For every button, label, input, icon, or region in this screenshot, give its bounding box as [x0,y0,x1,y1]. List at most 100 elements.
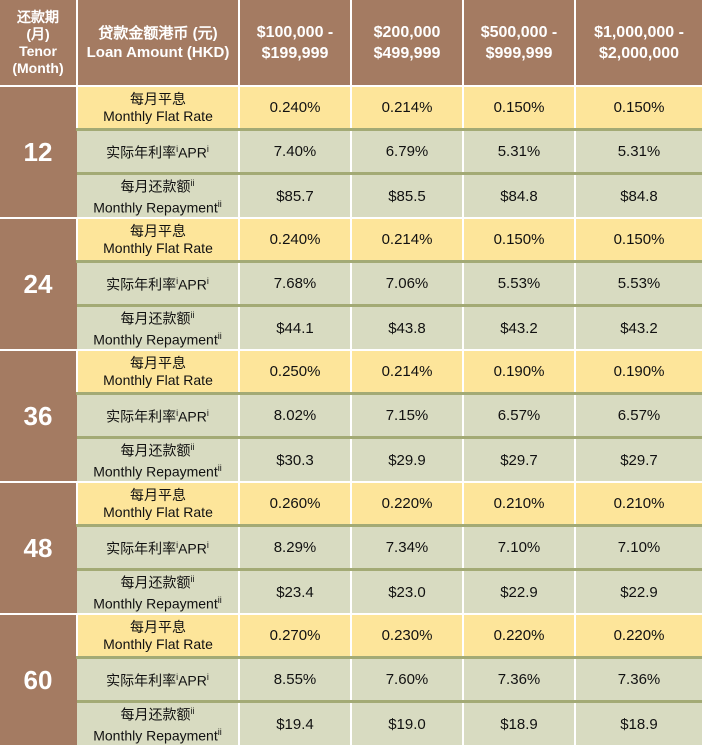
repayment-label-zh: 每月还款额 [120,575,191,591]
apr-label-zh: 实际年利率 [106,672,177,689]
flat-rate-label-en: Monthly Flat Rate [103,635,213,652]
rep-label-cell: 每月还款额ii Monthly Repaymentii [77,701,239,747]
apr-label-en: APR [178,540,207,557]
amount-range-header: $1,000,000 - $2,000,000 [574,0,702,87]
rep-value-cell: $22.9 [462,569,575,615]
repayment-label-en: Monthly Repayment [93,463,218,480]
flat-value-cell: 0.220% [350,482,463,526]
flat-value-cell: 0.240% [238,86,351,130]
table-row-rep: 每月还款额ii Monthly Repaymentii $19.4 $19.0 $18.… [0,701,702,747]
flat-rate-label-zh: 每月平息 [130,486,186,503]
apr-label-zh: 实际年利率 [106,276,177,293]
amount-range-from: $100,000 - [256,23,334,41]
apr-footnote-mark: i [206,672,209,683]
rep-value-cell: $22.9 [574,569,702,615]
table-row-apr: 实际年利率iAPRi 7.68% 7.06% 5.53% 5.53% [0,260,702,307]
flat-rate-label-en: Monthly Flat Rate [103,239,213,256]
apr-value-cell: 7.36% [574,656,702,703]
repayment-label-zh-line: 每月还款额ii [77,439,238,460]
flat-value-cell: 0.260% [238,482,351,526]
flat-value-cell: 0.214% [350,86,463,130]
repayment-footnote-mark: ii [190,178,195,189]
flat-value-cell: 0.210% [574,482,702,526]
repayment-label-zh-line: 每月还款额ii [77,571,238,592]
repayment-footnote-mark: ii [217,463,222,473]
rep-value-cell: $43.2 [574,305,702,351]
table-row-apr: 实际年利率iAPRi 8.02% 7.15% 6.57% 6.57% [0,392,702,439]
apr-value-cell: 5.31% [574,128,702,175]
apr-label-cell: 实际年利率iAPRi [77,260,239,307]
rep-value-cell: $85.7 [238,173,351,219]
flat-rate-label-zh: 每月平息 [130,222,186,239]
rep-value-cell: $29.7 [574,437,702,483]
apr-value-cell: 7.40% [238,128,351,175]
repayment-label-en-line: Monthly Repaymentii [77,724,238,745]
loan-amount-header-zh: 贷款金额港币 (元) [98,24,218,42]
flat-rate-label-zh: 每月平息 [130,90,186,107]
tenor-header-zh-unit: (月) [26,25,50,42]
rep-value-cell: $29.7 [462,437,575,483]
amount-range-from: $200,000 [373,23,441,41]
flat-label-cell: 每月平息 Monthly Flat Rate [76,86,239,130]
rep-value-cell: $19.0 [350,701,463,747]
repayment-footnote-mark: ii [217,595,222,605]
repayment-label-en: Monthly Repayment [93,199,218,216]
header-row: 还款期 (月) Tenor (Month) 贷款金额港币 (元) Loan Am… [0,0,702,87]
repayment-label-zh: 每月还款额 [120,707,191,723]
tenor-header-zh: 还款期 [17,8,59,25]
flat-value-cell: 0.190% [462,350,575,394]
flat-value-cell: 0.210% [462,482,575,526]
repayment-footnote-mark: ii [217,727,222,737]
flat-value-cell: 0.270% [238,614,351,658]
apr-value-cell: 7.60% [350,656,463,703]
table-row-flat: 12 每月平息 Monthly Flat Rate 0.240% 0.214% 0.150… [0,86,702,219]
tenor-cell: 12 [0,86,77,219]
repayment-label-zh: 每月还款额 [120,311,191,327]
apr-label-cell: 实际年利率iAPRi [77,392,239,439]
amount-range-to: $2,000,000 [598,44,680,62]
amount-range-header: $100,000 - $199,999 [238,0,351,87]
flat-value-cell: 0.214% [350,350,463,394]
apr-value-cell: 5.31% [462,128,575,175]
rep-value-cell: $85.5 [350,173,463,219]
flat-value-cell: 0.150% [462,218,575,262]
repayment-label-en-line: Monthly Repaymentii [77,196,238,217]
rep-value-cell: $18.9 [574,701,702,747]
loan-amount-header-en: Loan Amount (HKD) [86,43,230,61]
repayment-label-en-line: Monthly Repaymentii [77,460,238,481]
flat-rate-label-en: Monthly Flat Rate [103,503,213,520]
repayment-footnote-mark: ii [190,706,195,717]
repayment-label-zh-line: 每月还款额ii [77,703,238,724]
flat-rate-label-en: Monthly Flat Rate [103,371,213,388]
table-body: 12 每月平息 Monthly Flat Rate 0.240% 0.214% 0.150… [0,86,702,747]
apr-value-cell: 8.29% [238,524,351,571]
flat-value-cell: 0.230% [350,614,463,658]
rep-value-cell: $43.2 [462,305,575,351]
table-row-flat: 60 每月平息 Monthly Flat Rate 0.270% 0.230% 0.220… [0,614,702,747]
table-row-flat: 24 每月平息 Monthly Flat Rate 0.240% 0.214% 0.150… [0,218,702,351]
apr-label-cell: 实际年利率iAPRi [77,656,239,703]
apr-value-cell: 6.57% [462,392,575,439]
rep-value-cell: $44.1 [238,305,351,351]
flat-label-cell: 每月平息 Monthly Flat Rate [76,350,239,394]
apr-footnote-mark: i [206,144,209,155]
apr-label-en: APR [178,408,207,425]
apr-value-cell: 7.68% [238,260,351,307]
table-row-flat: 36 每月平息 Monthly Flat Rate 0.250% 0.214% 0.190… [0,350,702,483]
flat-rate-label-zh: 每月平息 [130,618,186,635]
tenor-cell: 24 [0,218,77,351]
table-row-rep: 每月还款额ii Monthly Repaymentii $23.4 $23.0 $22.… [0,569,702,615]
flat-rate-label-zh: 每月平息 [130,354,186,371]
tenor-cell: 36 [0,350,77,483]
repayment-label-en: Monthly Repayment [93,727,218,744]
flat-label-cell: 每月平息 Monthly Flat Rate [76,614,239,658]
flat-value-cell: 0.214% [350,218,463,262]
apr-label-en: APR [178,672,207,689]
apr-label-cell: 实际年利率iAPRi [77,524,239,571]
tenor-header-en: Tenor [19,42,57,59]
amount-range-to: $999,999 [485,44,553,62]
table-row-apr: 实际年利率iAPRi 8.55% 7.60% 7.36% 7.36% [0,656,702,703]
flat-value-cell: 0.220% [462,614,575,658]
apr-value-cell: 8.55% [238,656,351,703]
table-row-rep: 每月还款额ii Monthly Repaymentii $44.1 $43.8 $43.… [0,305,702,351]
